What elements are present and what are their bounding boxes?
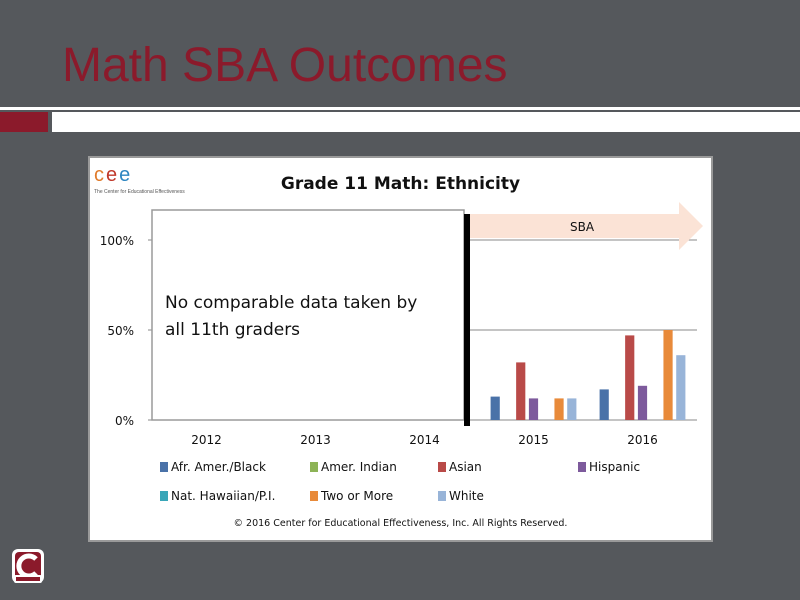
accent-gap xyxy=(48,112,52,132)
bar-2015-3 xyxy=(528,398,539,420)
legend-swatch xyxy=(578,462,586,472)
axis-layer: 0% 50% 100% 2012 2013 2014 2015 2016 xyxy=(100,234,658,447)
legend-label: Afr. Amer./Black xyxy=(171,460,266,474)
legend-swatch xyxy=(160,462,168,472)
legend-label: Nat. Hawaiian/P.I. xyxy=(171,489,275,503)
no-data-line-1: No comparable data taken by xyxy=(165,293,417,313)
bar-2016-3 xyxy=(637,385,648,420)
legend-label: White xyxy=(449,489,484,503)
chart-title: Grade 11 Math: Ethnicity xyxy=(280,174,521,194)
legend-label: Hispanic xyxy=(589,460,640,474)
bar-2016-6 xyxy=(676,355,686,420)
sba-label: SBA xyxy=(570,220,595,234)
legend-swatch xyxy=(160,491,168,501)
legend-layer: Afr. Amer./Black Amer. Indian Asian Hispani… xyxy=(160,460,640,503)
slide-title: Math SBA Outcomes xyxy=(62,39,508,92)
legend-swatch xyxy=(438,462,446,472)
x-tick-label: 2013 xyxy=(300,433,331,447)
legend-swatch xyxy=(438,491,446,501)
legend-swatch xyxy=(310,491,318,501)
chart-panel: cee The Center for Educational Effective… xyxy=(88,156,713,542)
accent-bar xyxy=(0,112,48,132)
bar-2015-0 xyxy=(490,396,500,420)
logo-subtitle: The Center for Educational Effectiveness xyxy=(94,189,185,195)
sba-arrow xyxy=(470,202,703,250)
logo-letter-e2: e xyxy=(119,164,133,186)
y-tick-label: 100% xyxy=(100,234,134,248)
no-data-box xyxy=(151,209,465,421)
x-tick-label: 2016 xyxy=(627,433,658,447)
legend-label: Two or More xyxy=(320,489,393,503)
x-tick-label: 2012 xyxy=(191,433,222,447)
bar-2015-5 xyxy=(554,398,564,420)
cee-logo: cee The Center for Educational Effective… xyxy=(94,164,185,195)
legend-swatch xyxy=(310,462,318,472)
x-tick-label: 2015 xyxy=(518,433,549,447)
logo-letter-c: c xyxy=(94,164,106,186)
bar-2016-5 xyxy=(663,330,673,420)
bar-2015-2 xyxy=(516,362,526,420)
school-logo-icon xyxy=(12,549,44,583)
legend-label: Asian xyxy=(449,460,482,474)
y-tick-label: 0% xyxy=(115,414,134,428)
legend-label: Amer. Indian xyxy=(321,460,397,474)
no-data-line-2: all 11th graders xyxy=(165,320,300,340)
divider-bar xyxy=(52,112,800,132)
overlay-layer: No comparable data taken by all 11th gra… xyxy=(151,202,703,426)
title-rule xyxy=(0,107,800,110)
copyright-text: © 2016 Center for Educational Effectiven… xyxy=(233,518,568,529)
chart-svg: No comparable data taken by all 11th gra… xyxy=(100,202,703,503)
divider-line xyxy=(464,214,470,426)
bars-layer xyxy=(490,330,686,420)
logo-letter-e1: e xyxy=(106,164,120,186)
bar-2016-0 xyxy=(599,389,609,420)
bar-2016-2 xyxy=(625,335,635,420)
x-tick-label: 2014 xyxy=(409,433,440,447)
y-tick-label: 50% xyxy=(107,324,134,338)
bar-2015-6 xyxy=(567,398,577,420)
